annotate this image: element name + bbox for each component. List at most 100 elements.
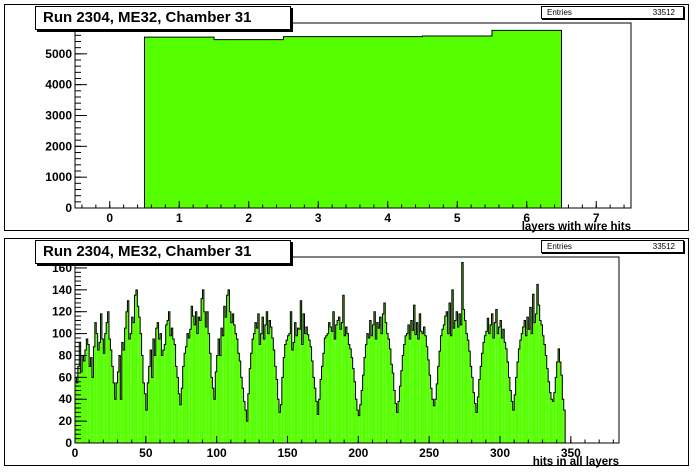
- bottom-bin-91: [203, 311, 206, 443]
- bottom-bin-275: [464, 320, 466, 443]
- bottom-bin-273: [461, 262, 464, 443]
- bottom-bin-131: [260, 333, 262, 443]
- bottom-y-tick-label: 20: [59, 414, 73, 428]
- bottom-histogram-title: Run 2304, ME32, Chamber 31: [35, 240, 291, 264]
- bottom-bin-303: [504, 342, 506, 443]
- top-bin-1: [214, 39, 284, 209]
- bottom-bin-313: [518, 348, 520, 443]
- bottom-bin-295: [492, 337, 495, 443]
- top-stats-entries-label: Entries: [547, 8, 572, 17]
- bottom-bin-158: [298, 329, 301, 443]
- bottom-bin-13: [93, 346, 95, 443]
- bottom-bin-238: [412, 330, 414, 443]
- bottom-bin-140: [273, 350, 275, 443]
- bottom-bin-92: [205, 327, 207, 443]
- bottom-bin-253: [433, 405, 435, 443]
- bottom-bin-70: [174, 344, 176, 443]
- bottom-bin-276: [466, 333, 468, 443]
- bottom-bin-185: [337, 320, 339, 443]
- bottom-x-tick-label: 0: [72, 446, 79, 460]
- bottom-bin-192: [347, 333, 349, 443]
- bottom-bin-20: [103, 353, 105, 443]
- bottom-bin-52: [148, 366, 151, 443]
- bottom-bin-34: [123, 350, 125, 443]
- bottom-bin-134: [264, 324, 267, 443]
- bottom-bin-280: [471, 377, 474, 443]
- bottom-bin-53: [150, 350, 152, 443]
- bottom-bin-72: [177, 377, 179, 443]
- bottom-y-tick-label: 160: [52, 261, 72, 275]
- bottom-bin-330: [542, 335, 544, 443]
- bottom-bin-229: [399, 386, 401, 443]
- bottom-x-tick-label: 200: [348, 446, 368, 460]
- bottom-bin-256: [437, 366, 440, 443]
- bottom-bin-56: [154, 355, 156, 443]
- bottom-bin-45: [138, 317, 141, 443]
- bottom-bin-149: [286, 340, 288, 443]
- bottom-bin-308: [511, 401, 513, 443]
- bottom-bin-93: [206, 311, 209, 443]
- bottom-bin-297: [495, 309, 498, 443]
- bottom-bin-254: [434, 399, 437, 443]
- bottom-bin-221: [388, 339, 390, 443]
- bottom-histogram-pad: 0 20 40 60 80 100 120 140 160 0 50 100 150 200 250 300 3…: [4, 238, 689, 468]
- top-y-tick-label: 3000: [45, 109, 72, 123]
- bottom-bin-290: [485, 331, 488, 443]
- bottom-bin-258: [440, 335, 442, 443]
- bottom-bin-233: [405, 335, 407, 443]
- bottom-bin-329: [541, 324, 543, 443]
- bottom-bin-345: [563, 410, 566, 443]
- bottom-bin-135: [266, 311, 268, 443]
- bottom-bin-74: [179, 404, 182, 443]
- bottom-bin-260: [443, 324, 445, 443]
- bottom-bin-274: [463, 309, 465, 443]
- bottom-bin-266: [451, 289, 454, 443]
- bottom-bin-201: [359, 404, 362, 443]
- bottom-bin-2: [77, 366, 80, 443]
- bottom-bin-94: [208, 333, 210, 443]
- bottom-bin-155: [294, 322, 296, 443]
- bottom-bin-235: [407, 324, 410, 443]
- bottom-bin-40: [131, 317, 134, 443]
- bottom-bin-117: [240, 377, 243, 443]
- bottom-bin-88: [199, 320, 202, 443]
- top-histogram-outline: [144, 29, 562, 208]
- bottom-bin-23: [107, 311, 109, 443]
- bottom-bin-332: [545, 355, 547, 443]
- bottom-bin-264: [449, 302, 451, 443]
- bottom-bin-322: [531, 333, 533, 443]
- bottom-bin-212: [375, 339, 377, 443]
- bottom-bin-159: [300, 300, 302, 443]
- bottom-bin-32: [120, 399, 122, 443]
- bottom-bin-269: [456, 311, 458, 443]
- bottom-bin-103: [220, 328, 223, 443]
- bottom-bin-57: [155, 328, 158, 443]
- bottom-bin-344: [562, 399, 564, 443]
- bottom-bin-279: [470, 366, 472, 443]
- bottom-bin-153: [291, 350, 294, 443]
- bottom-bin-27: [113, 382, 115, 443]
- bottom-bin-143: [277, 399, 279, 443]
- bottom-bin-55: [152, 339, 155, 443]
- bottom-bin-333: [546, 368, 549, 443]
- bottom-bin-293: [490, 324, 492, 443]
- bottom-bin-234: [406, 333, 408, 443]
- bottom-bin-26: [111, 366, 114, 443]
- bottom-x-tick-label: 150: [277, 446, 297, 460]
- bottom-bin-334: [548, 381, 550, 443]
- bottom-bin-80: [188, 337, 190, 443]
- bottom-bin-157: [297, 328, 299, 443]
- bottom-bin-241: [416, 322, 418, 443]
- bottom-bin-50: [145, 410, 148, 443]
- bottom-bin-44: [137, 306, 139, 443]
- bottom-bin-325: [535, 313, 537, 443]
- bottom-bin-299: [498, 327, 500, 443]
- bottom-x-tick-label: 300: [490, 446, 510, 460]
- top-y-tick-label: 4000: [45, 78, 72, 92]
- bottom-bin-173: [320, 379, 322, 443]
- bottom-bin-125: [252, 339, 254, 443]
- bottom-bin-64: [165, 324, 168, 443]
- bottom-bin-231: [402, 355, 404, 443]
- bottom-bin-165: [308, 340, 311, 443]
- bottom-bin-156: [296, 335, 298, 443]
